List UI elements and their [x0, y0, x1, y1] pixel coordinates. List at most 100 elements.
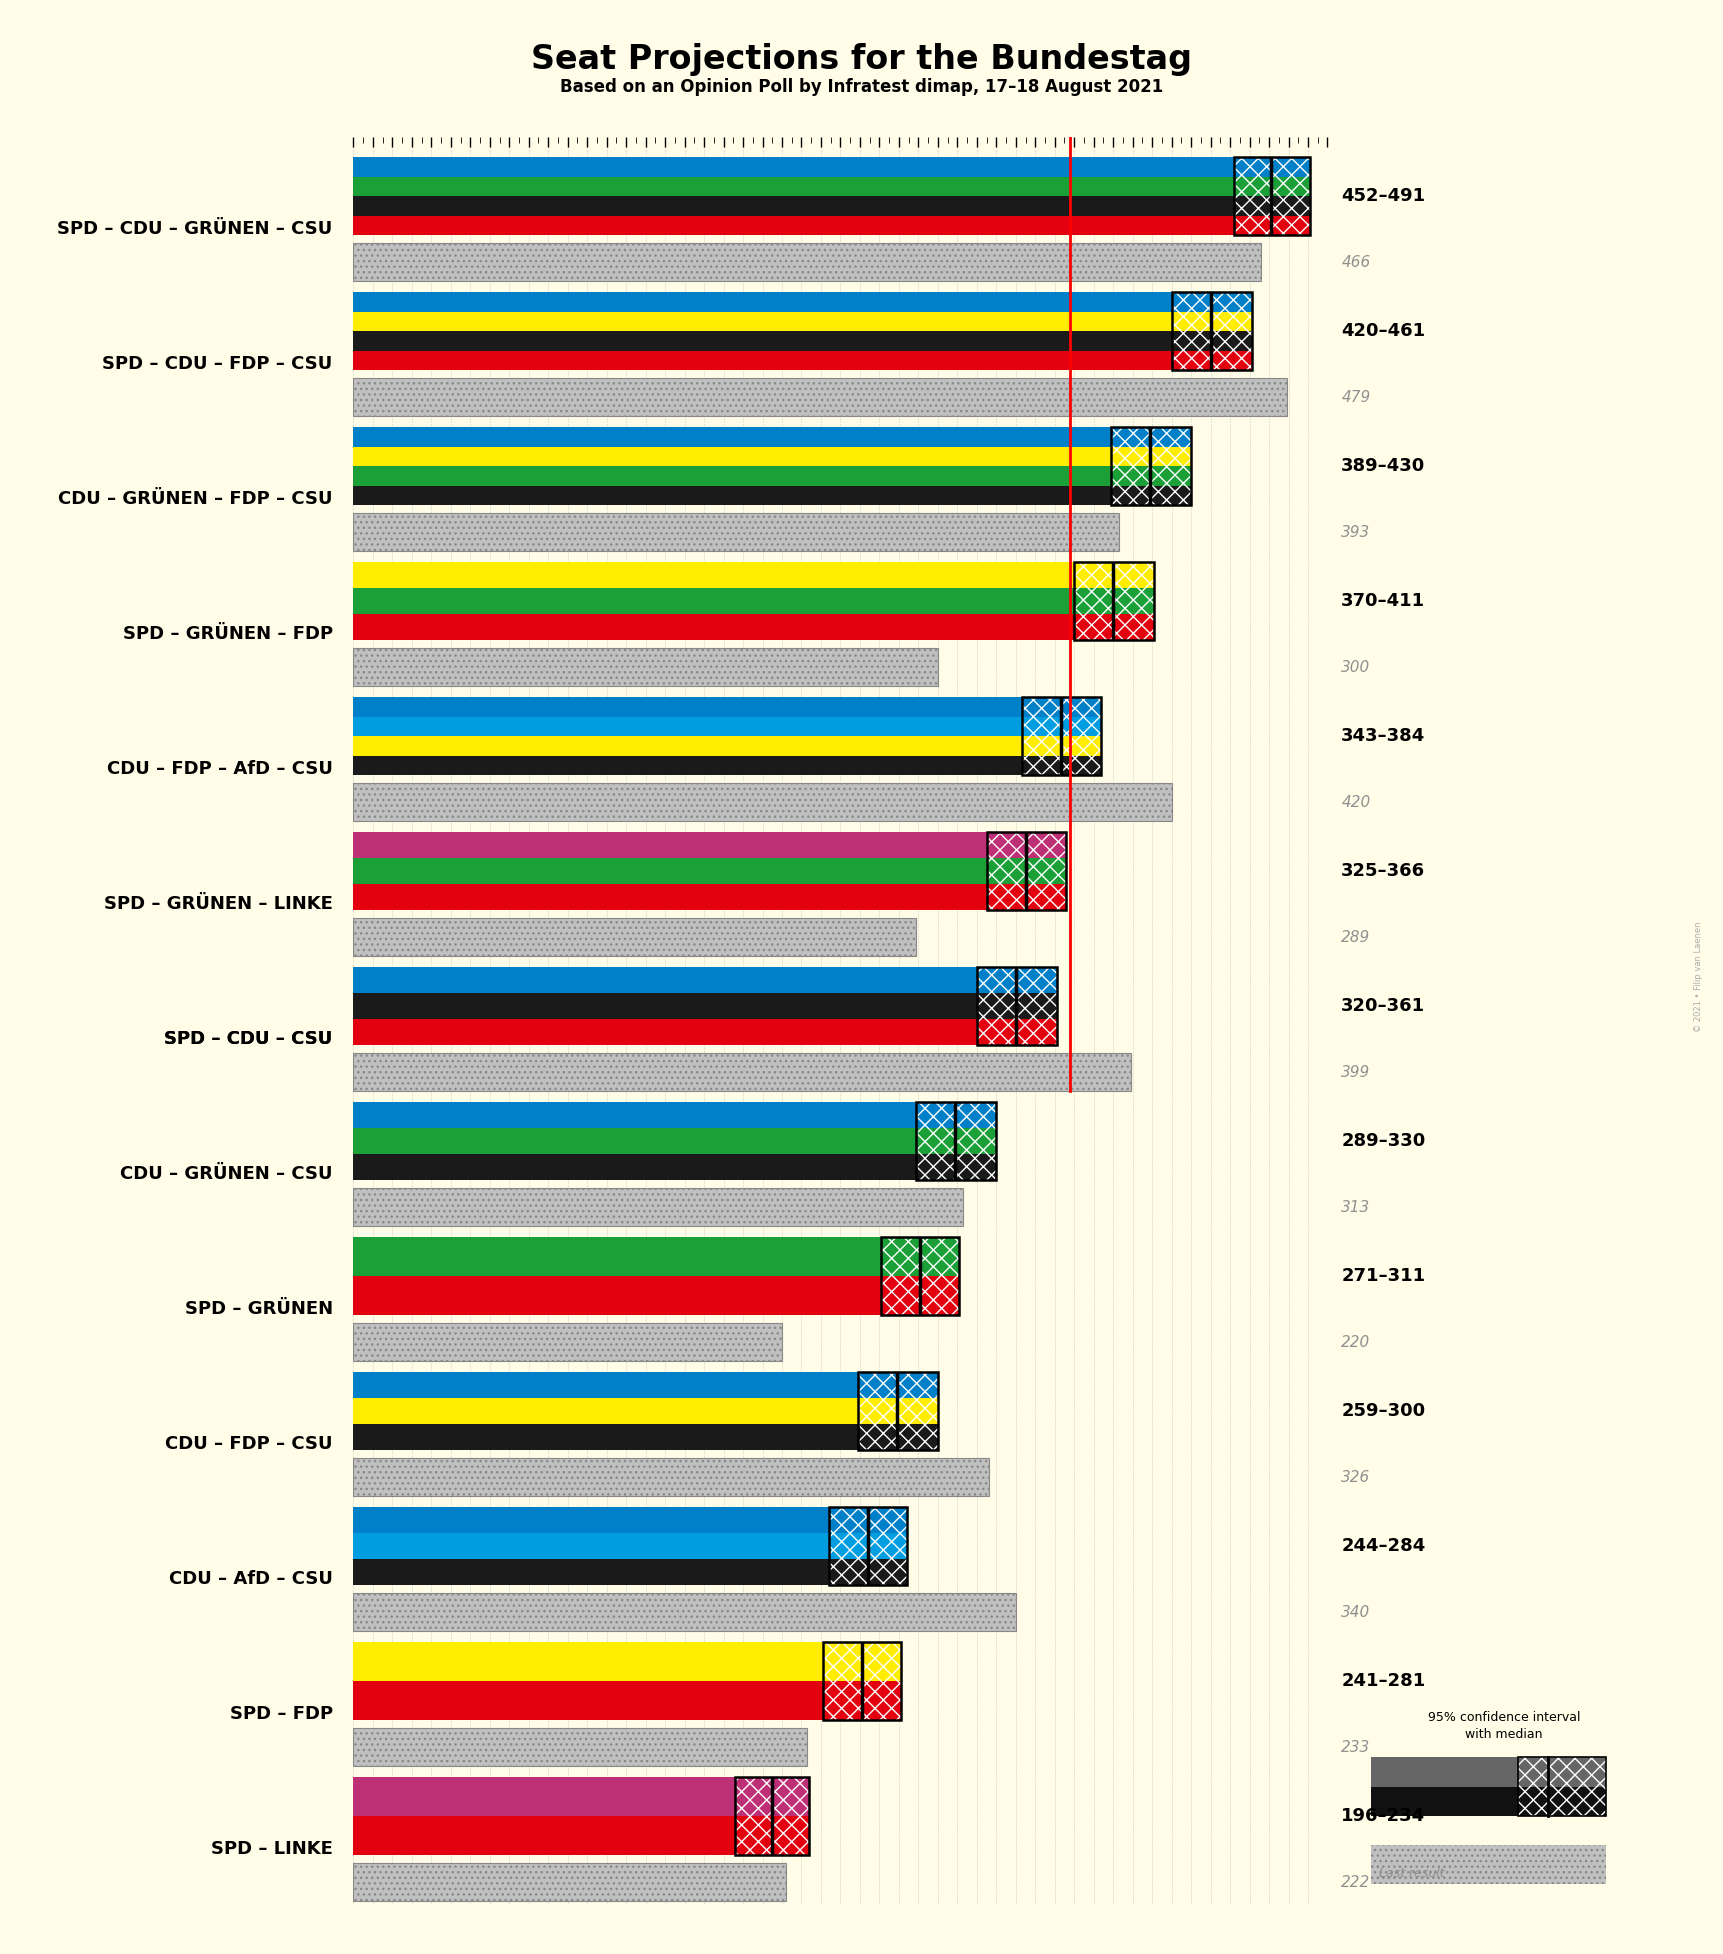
- Bar: [1073, 588, 1153, 614]
- Bar: [1022, 717, 1101, 737]
- Text: Based on an Opinion Poll by Infratest dimap, 17–18 August 2021: Based on an Opinion Poll by Infratest di…: [560, 78, 1163, 96]
- Bar: [1111, 428, 1191, 506]
- Text: 241–281: 241–281: [1340, 1673, 1425, 1690]
- Bar: [1234, 156, 1309, 176]
- Bar: [353, 215, 1234, 234]
- Bar: [1111, 447, 1191, 467]
- Bar: [1111, 487, 1191, 506]
- Bar: [977, 993, 1056, 1020]
- Bar: [353, 195, 1234, 215]
- Bar: [829, 1559, 906, 1585]
- Bar: [1516, 1757, 1604, 1786]
- Bar: [977, 993, 1056, 1020]
- Bar: [353, 1127, 917, 1155]
- Bar: [917, 1127, 996, 1155]
- Text: 259–300: 259–300: [1340, 1403, 1425, 1421]
- Text: 289: 289: [1340, 930, 1370, 946]
- Bar: [353, 832, 986, 858]
- Bar: [353, 563, 1073, 588]
- Bar: [353, 784, 1172, 821]
- Bar: [1234, 215, 1309, 234]
- Bar: [880, 1276, 958, 1315]
- Bar: [1234, 195, 1309, 215]
- Bar: [1073, 563, 1153, 641]
- Bar: [1172, 311, 1251, 330]
- Bar: [1516, 1757, 1604, 1786]
- Bar: [353, 993, 977, 1020]
- Bar: [1022, 756, 1101, 776]
- Bar: [353, 379, 1285, 416]
- Bar: [353, 918, 917, 956]
- Bar: [353, 649, 937, 686]
- Bar: [353, 967, 977, 993]
- Text: SPD – FDP: SPD – FDP: [229, 1706, 333, 1723]
- Bar: [858, 1424, 937, 1450]
- Bar: [822, 1680, 901, 1720]
- Bar: [353, 1188, 963, 1227]
- Bar: [829, 1507, 906, 1534]
- Bar: [986, 883, 1067, 911]
- Bar: [1073, 614, 1153, 641]
- Bar: [353, 1458, 987, 1497]
- Bar: [1172, 330, 1251, 350]
- Text: CDU – FDP – AfD – CSU: CDU – FDP – AfD – CSU: [107, 760, 333, 778]
- Bar: [917, 1102, 996, 1127]
- Bar: [353, 291, 1172, 311]
- Bar: [353, 1864, 786, 1901]
- Bar: [917, 1155, 996, 1180]
- Bar: [353, 1458, 987, 1497]
- Text: 222: 222: [1340, 1874, 1370, 1890]
- Bar: [353, 649, 937, 686]
- Bar: [353, 1276, 880, 1315]
- Bar: [1022, 737, 1101, 756]
- Bar: [353, 1102, 917, 1127]
- Bar: [1234, 176, 1309, 195]
- Bar: [353, 1776, 734, 1815]
- Bar: [353, 649, 937, 686]
- Bar: [1172, 350, 1251, 371]
- Bar: [917, 1155, 996, 1180]
- Bar: [1370, 1845, 1604, 1884]
- Text: © 2021 • Filip van Laenen: © 2021 • Filip van Laenen: [1692, 922, 1702, 1032]
- Text: SPD – GRÜNEN – FDP: SPD – GRÜNEN – FDP: [122, 625, 333, 643]
- Text: CDU – GRÜNEN – CSU: CDU – GRÜNEN – CSU: [121, 1165, 333, 1184]
- Text: 466: 466: [1340, 254, 1370, 270]
- Bar: [353, 176, 1234, 195]
- Text: 420–461: 420–461: [1340, 322, 1425, 340]
- Bar: [880, 1276, 958, 1315]
- Text: 343–384: 343–384: [1340, 727, 1425, 744]
- Bar: [977, 1020, 1056, 1045]
- Bar: [734, 1815, 808, 1854]
- Bar: [353, 1188, 963, 1227]
- Bar: [977, 1020, 1056, 1045]
- Bar: [829, 1507, 906, 1585]
- Bar: [858, 1372, 937, 1397]
- Bar: [353, 918, 917, 956]
- Bar: [734, 1776, 808, 1815]
- Bar: [1111, 428, 1191, 447]
- Bar: [353, 244, 1261, 281]
- Bar: [353, 311, 1172, 330]
- Bar: [353, 1559, 829, 1585]
- Bar: [353, 1815, 734, 1854]
- Bar: [986, 858, 1067, 883]
- Text: 233: 233: [1340, 1739, 1370, 1755]
- Bar: [353, 1237, 880, 1276]
- Bar: [858, 1397, 937, 1424]
- Text: 325–366: 325–366: [1340, 862, 1425, 879]
- Bar: [353, 1155, 917, 1180]
- Bar: [1172, 350, 1251, 371]
- Text: CDU – AfD – CSU: CDU – AfD – CSU: [169, 1571, 333, 1589]
- Text: 313: 313: [1340, 1200, 1370, 1215]
- Bar: [353, 467, 1111, 487]
- Bar: [1022, 717, 1101, 737]
- Bar: [1516, 1786, 1604, 1817]
- Bar: [734, 1815, 808, 1854]
- Bar: [1022, 756, 1101, 776]
- Bar: [353, 1053, 1130, 1090]
- Bar: [1111, 428, 1191, 447]
- Bar: [353, 244, 1261, 281]
- Bar: [1073, 563, 1153, 588]
- Text: SPD – CDU – CSU: SPD – CDU – CSU: [164, 1030, 333, 1047]
- Bar: [1172, 291, 1251, 371]
